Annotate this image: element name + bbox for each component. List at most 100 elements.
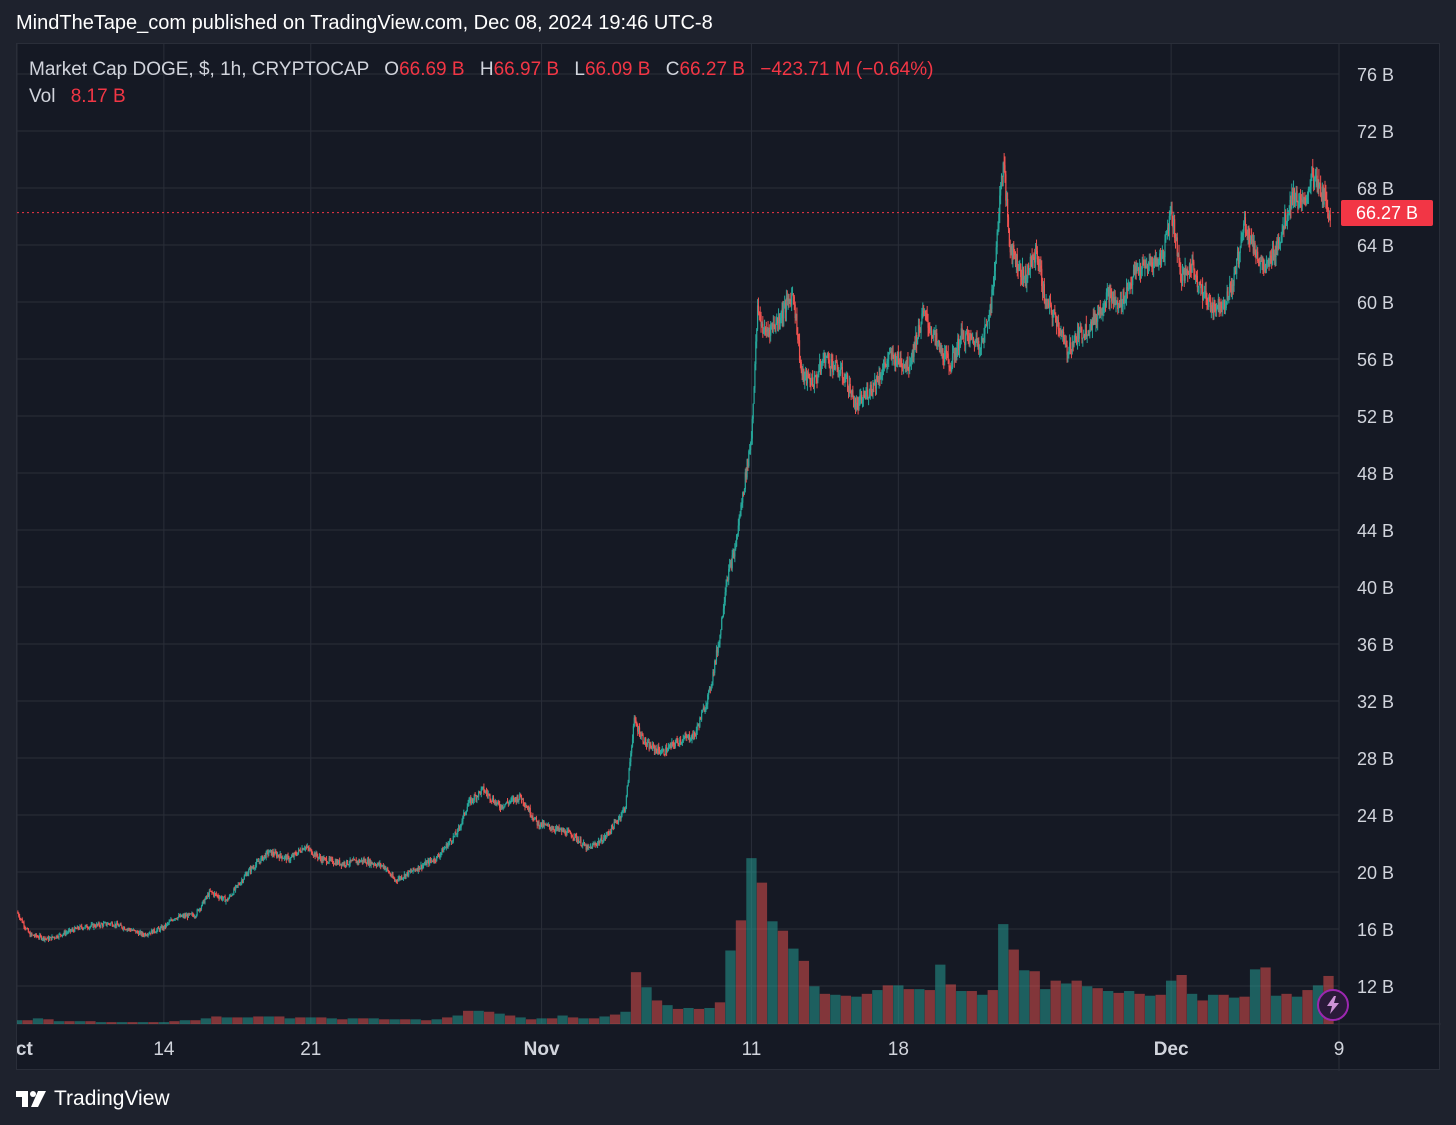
candle-body bbox=[585, 845, 587, 850]
candle-body bbox=[860, 394, 862, 397]
candle-body bbox=[1019, 263, 1021, 265]
candle-body bbox=[102, 924, 104, 927]
candle-body bbox=[471, 798, 473, 804]
candle-body bbox=[683, 737, 685, 739]
candle-body bbox=[1198, 282, 1200, 286]
volume-bar bbox=[190, 1020, 201, 1024]
candle-body bbox=[211, 891, 213, 893]
candle-body bbox=[337, 860, 339, 864]
brand-name: TradingView bbox=[54, 1087, 170, 1110]
candle-body bbox=[819, 361, 822, 372]
candle-body bbox=[1076, 330, 1079, 345]
candle-body bbox=[515, 798, 517, 802]
candle-body bbox=[455, 832, 457, 835]
y-tick-label: 44 B bbox=[1357, 521, 1394, 541]
candle-body bbox=[709, 688, 711, 691]
candle-body bbox=[408, 870, 410, 876]
candle-body bbox=[593, 844, 595, 845]
candle-body bbox=[666, 747, 668, 753]
candle-body bbox=[1259, 260, 1261, 265]
candle-body bbox=[567, 830, 569, 832]
candle-body bbox=[261, 856, 263, 858]
candle-body bbox=[338, 860, 340, 864]
volume-bar bbox=[253, 1016, 264, 1024]
candle-body bbox=[1041, 285, 1044, 294]
candle-body bbox=[669, 744, 671, 747]
candle-body bbox=[333, 863, 335, 865]
candle-body bbox=[360, 861, 362, 863]
candle-body bbox=[1164, 239, 1166, 258]
candle-body bbox=[484, 791, 486, 793]
volume-bar bbox=[473, 1010, 484, 1024]
candle-body bbox=[1078, 329, 1080, 339]
candle-body bbox=[544, 823, 546, 825]
candle-body bbox=[1151, 262, 1153, 267]
candle-body bbox=[19, 916, 21, 919]
volume-bar bbox=[882, 985, 893, 1024]
candle-body bbox=[501, 805, 503, 808]
candle-body bbox=[118, 925, 120, 927]
candle-body bbox=[1135, 265, 1137, 273]
candle-body bbox=[926, 313, 928, 321]
candle-body bbox=[409, 870, 412, 872]
candle-body bbox=[668, 746, 670, 748]
symbol-label[interactable]: Market Cap DOGE, $, 1h, CRYPTOCAP bbox=[29, 59, 370, 80]
candle-body bbox=[761, 323, 763, 327]
candle-body bbox=[1233, 273, 1235, 286]
candle-body bbox=[892, 352, 894, 357]
candle-body bbox=[191, 913, 193, 915]
candle-body bbox=[153, 928, 155, 933]
candle-body bbox=[1292, 187, 1295, 199]
candle-body bbox=[554, 830, 556, 832]
candle-body bbox=[387, 870, 390, 873]
candle-body bbox=[1045, 299, 1047, 305]
volume-bar bbox=[525, 1019, 537, 1024]
volume-bar bbox=[798, 960, 810, 1024]
candle-body bbox=[1097, 312, 1099, 322]
high-label: H bbox=[479, 59, 494, 80]
volume-bar bbox=[809, 986, 820, 1024]
candle-body bbox=[110, 922, 113, 924]
candle-body bbox=[1001, 175, 1003, 178]
candle-body bbox=[708, 688, 711, 691]
candle-body bbox=[127, 929, 129, 930]
candle-body bbox=[653, 745, 655, 751]
tradingview-logo[interactable]: TradingView bbox=[16, 1087, 170, 1111]
candle-body bbox=[1188, 273, 1190, 275]
candle-body bbox=[264, 855, 266, 858]
candle-body bbox=[56, 935, 58, 938]
candle-body bbox=[961, 328, 963, 336]
candle-body bbox=[360, 859, 363, 862]
candle-body bbox=[1147, 262, 1149, 274]
candle-body bbox=[1155, 257, 1157, 264]
candle-body bbox=[449, 839, 451, 843]
candle-body bbox=[758, 312, 760, 314]
candle-body bbox=[353, 859, 356, 861]
candle-body bbox=[1197, 285, 1199, 288]
candle-body bbox=[987, 320, 989, 322]
candle-body bbox=[250, 866, 252, 872]
lightning-icon[interactable] bbox=[1317, 989, 1349, 1021]
candle-body bbox=[1208, 296, 1211, 301]
candle-body bbox=[340, 863, 342, 866]
candle-body bbox=[1231, 284, 1233, 293]
candle-body bbox=[141, 932, 143, 936]
candle-body bbox=[1027, 265, 1029, 279]
candle-body bbox=[492, 797, 495, 803]
candle-body bbox=[950, 367, 952, 372]
candle-body bbox=[109, 923, 112, 925]
candle-body bbox=[562, 829, 565, 833]
candle-body bbox=[1042, 284, 1045, 294]
candle-body bbox=[711, 681, 713, 687]
chart-canvas[interactable]: 12 B16 B20 B24 B28 B32 B36 B40 B44 B48 B… bbox=[17, 44, 1441, 1071]
candle-body bbox=[1105, 292, 1108, 306]
candle-body bbox=[763, 327, 766, 333]
candle-body bbox=[326, 862, 328, 864]
candle-body bbox=[759, 313, 761, 316]
volume-label[interactable]: Vol bbox=[29, 86, 56, 107]
candle-body bbox=[475, 795, 477, 800]
candle-body bbox=[1057, 319, 1059, 329]
candle-body bbox=[1234, 270, 1236, 274]
candle-body bbox=[833, 366, 836, 370]
candle-body bbox=[144, 933, 147, 936]
